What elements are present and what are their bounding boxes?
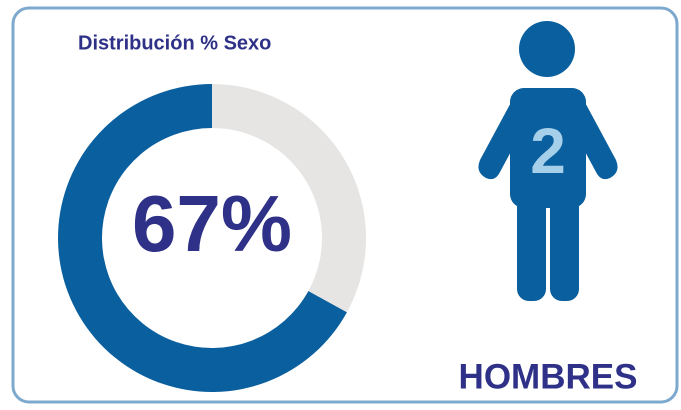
icon-arm bbox=[478, 95, 528, 180]
icon-leg bbox=[550, 190, 579, 301]
icon-torso bbox=[510, 88, 586, 208]
icon-head bbox=[519, 21, 575, 77]
center-label: 67% bbox=[132, 179, 292, 268]
icon-leg bbox=[517, 190, 546, 301]
person-icon bbox=[478, 21, 618, 301]
icon-label: HOMBRES bbox=[459, 357, 638, 396]
donut-segment bbox=[212, 84, 366, 313]
chart-title: Distribución % Sexo bbox=[78, 32, 271, 54]
icon-arm bbox=[568, 95, 618, 180]
icon-count: 2 bbox=[530, 115, 566, 187]
donut-segment bbox=[58, 84, 347, 392]
